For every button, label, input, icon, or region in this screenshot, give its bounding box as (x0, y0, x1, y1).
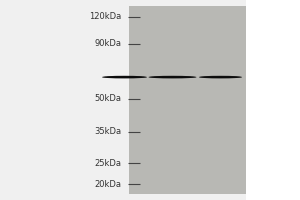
Ellipse shape (199, 76, 242, 78)
Ellipse shape (149, 77, 196, 78)
Text: 20kDa: 20kDa (94, 180, 122, 189)
Ellipse shape (106, 76, 142, 78)
Ellipse shape (149, 77, 196, 78)
Ellipse shape (200, 77, 242, 78)
Ellipse shape (199, 77, 242, 78)
Ellipse shape (103, 77, 146, 78)
Ellipse shape (199, 77, 242, 78)
Ellipse shape (148, 76, 196, 78)
Ellipse shape (102, 76, 147, 78)
Ellipse shape (149, 77, 196, 78)
Ellipse shape (149, 77, 196, 78)
Text: 120kDa: 120kDa (89, 12, 122, 21)
Ellipse shape (199, 77, 242, 78)
Text: 50kDa: 50kDa (94, 94, 122, 103)
Ellipse shape (102, 77, 147, 78)
Ellipse shape (200, 77, 242, 78)
Ellipse shape (203, 76, 238, 78)
Ellipse shape (149, 77, 196, 78)
Ellipse shape (102, 77, 147, 78)
Ellipse shape (149, 77, 196, 78)
Ellipse shape (148, 77, 196, 78)
Ellipse shape (199, 77, 242, 78)
Bar (246, 0, 300, 200)
Ellipse shape (149, 77, 196, 78)
Ellipse shape (102, 77, 147, 78)
Ellipse shape (153, 76, 192, 78)
Ellipse shape (200, 77, 242, 78)
Ellipse shape (199, 77, 242, 78)
Ellipse shape (102, 77, 147, 78)
Ellipse shape (149, 77, 196, 78)
Text: 25kDa: 25kDa (94, 159, 122, 168)
Bar (129, 6, 246, 194)
Ellipse shape (200, 77, 242, 78)
Ellipse shape (103, 77, 146, 78)
Ellipse shape (148, 77, 196, 78)
Text: 35kDa: 35kDa (94, 127, 122, 136)
Text: 90kDa: 90kDa (94, 39, 122, 48)
Ellipse shape (103, 77, 146, 78)
Ellipse shape (102, 77, 147, 78)
Ellipse shape (199, 77, 242, 78)
Ellipse shape (103, 77, 146, 78)
Ellipse shape (102, 77, 147, 78)
